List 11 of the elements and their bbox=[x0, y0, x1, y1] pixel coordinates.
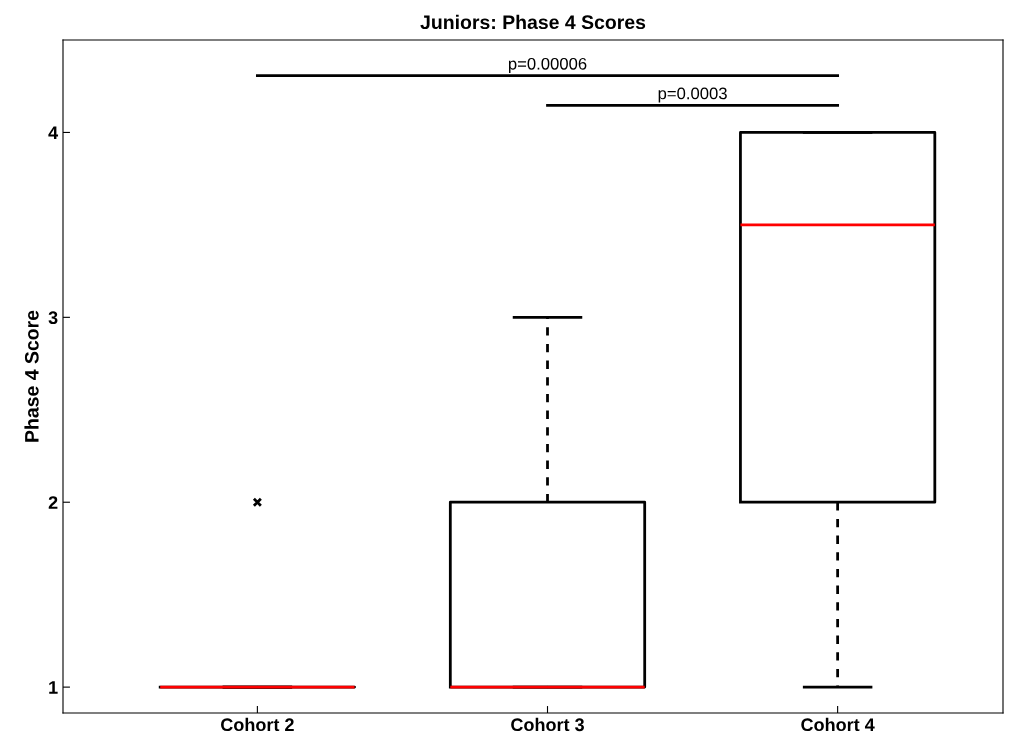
annotation: p=0.00006 bbox=[508, 57, 587, 73]
annotation: p=0.0003 bbox=[658, 87, 727, 103]
x-tick-label: Cohort 2 bbox=[221, 717, 294, 732]
y-tick-label: 4 bbox=[48, 126, 59, 139]
y-tick-label: 3 bbox=[48, 311, 58, 325]
chart-title: Juniors: Phase 4 Scores bbox=[420, 14, 646, 30]
y-tick-label: 1 bbox=[49, 681, 58, 694]
y-axis-title: Phase 4 Score bbox=[24, 310, 39, 442]
y-tick-label: 2 bbox=[48, 496, 58, 509]
x-tick-label: Cohort 3 bbox=[511, 717, 584, 732]
x-tick-label: Cohort 4 bbox=[801, 717, 875, 732]
